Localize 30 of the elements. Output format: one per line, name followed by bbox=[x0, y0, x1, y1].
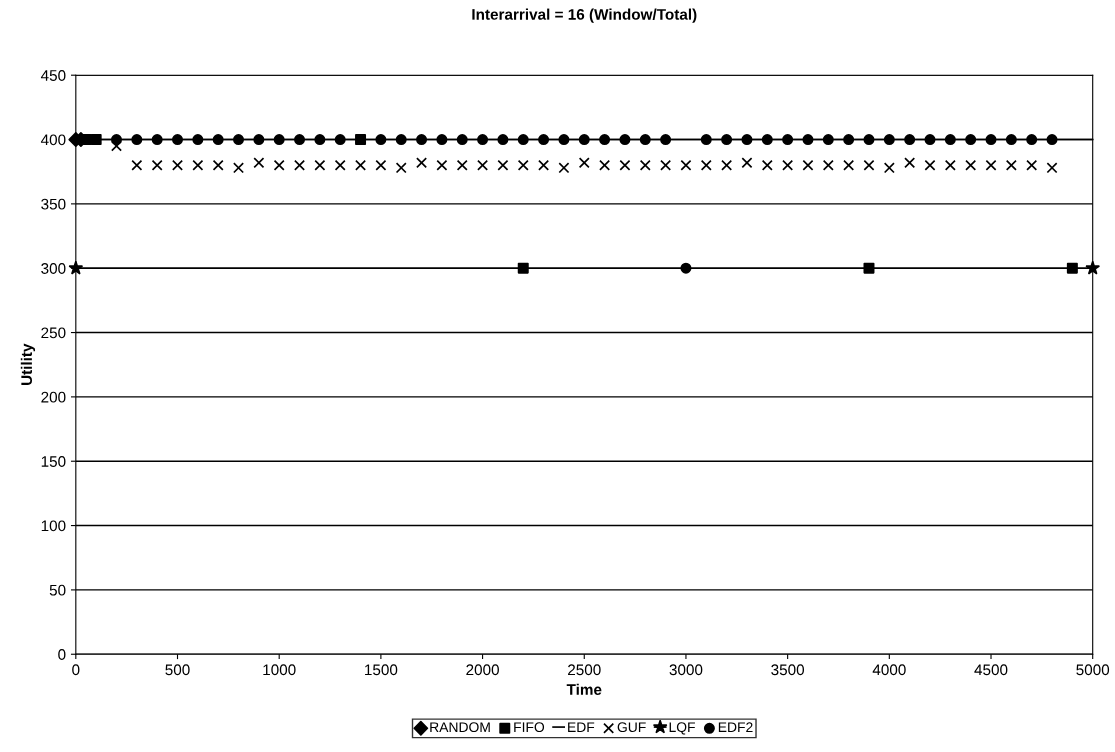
legend-label: EDF bbox=[568, 722, 595, 732]
y-axis-title: Utility bbox=[20, 343, 36, 386]
legend-label: GUF bbox=[617, 722, 646, 733]
y-tick-label: 400 bbox=[40, 134, 66, 146]
x-tick-label: 5000 bbox=[1076, 664, 1110, 676]
legend-label: EDF2 bbox=[718, 722, 753, 732]
x-axis-title: Time bbox=[566, 683, 602, 695]
y-tick-label: 450 bbox=[40, 70, 66, 81]
x-tick-label: 2500 bbox=[568, 664, 601, 676]
x-tick-label: 500 bbox=[165, 664, 190, 676]
y-tick-label: 100 bbox=[41, 520, 66, 532]
y-tick-label: 250 bbox=[41, 327, 66, 339]
y-tick-label: 300 bbox=[41, 263, 66, 274]
y-tick-label: 150 bbox=[41, 456, 66, 467]
x-tick-label: 3000 bbox=[669, 664, 703, 676]
x-tick-label: 2000 bbox=[466, 664, 499, 676]
legend-label: LQF bbox=[669, 722, 695, 735]
y-tick-label: 350 bbox=[41, 198, 66, 210]
x-tick-label: 4500 bbox=[974, 664, 1008, 676]
x-tick-label: 1000 bbox=[263, 664, 296, 676]
legend-label: RANDOM bbox=[430, 722, 490, 733]
y-tick-label: 200 bbox=[41, 391, 66, 403]
x-tick-label: 0 bbox=[72, 664, 80, 676]
y-tick-label: 50 bbox=[49, 584, 66, 596]
y-tick-label: 0 bbox=[58, 649, 66, 660]
chart-title: Interarrival = 16 (Window/Total) bbox=[472, 8, 697, 23]
x-tick-label: 4000 bbox=[872, 664, 906, 676]
x-tick-label: 3500 bbox=[771, 664, 805, 676]
x-tick-label: 1500 bbox=[365, 664, 398, 676]
legend-label: FIFO bbox=[514, 722, 545, 733]
